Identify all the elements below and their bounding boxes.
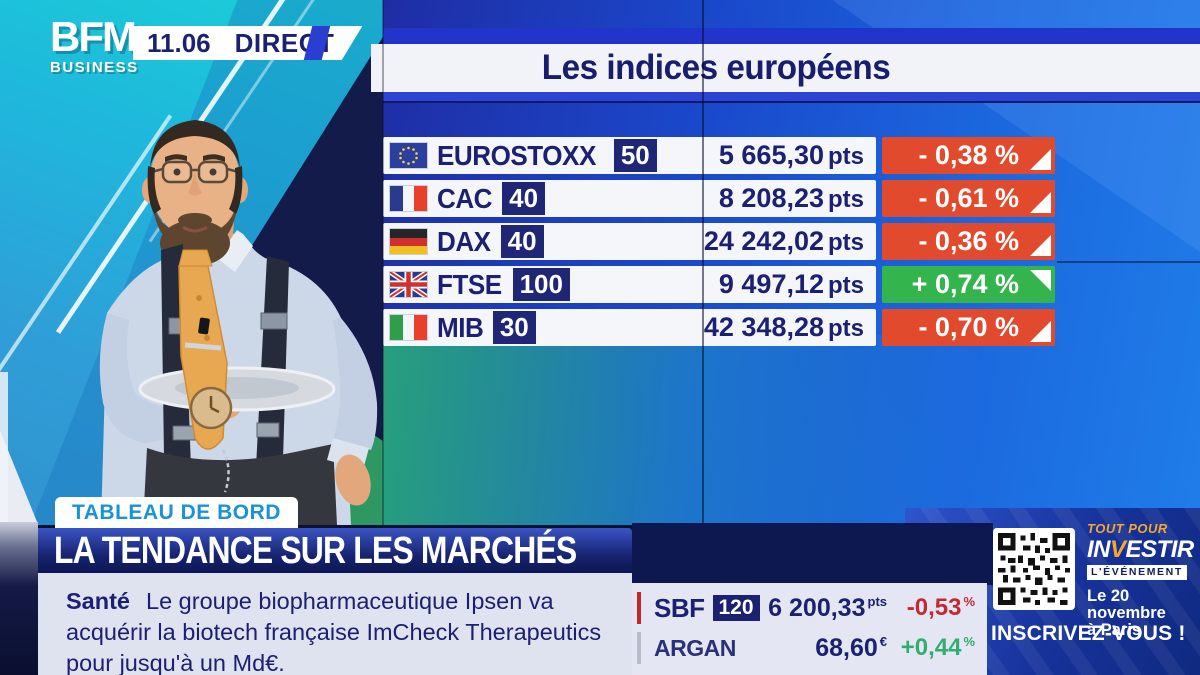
event-date: Le 20 novembre: [1087, 586, 1166, 623]
eu-flag-icon: [390, 143, 427, 168]
mini-quotes-panel: SBF 120 6 200,33 pts -0,53% ARGAN 68,60 € …: [632, 583, 987, 675]
index-change-badge: + 0,74 %: [882, 266, 1055, 303]
fr-flag-icon: [390, 186, 427, 211]
index-unit: pts: [828, 186, 864, 213]
qr-code: [993, 528, 1075, 610]
presenter: [95, 108, 405, 525]
index-row-eurostoxx: EUROSTOXX 50 5 665,30 pts - 0,38 %: [383, 137, 1055, 174]
quote-value: 68,60 €: [815, 633, 887, 662]
quote-change: +0,44%: [900, 634, 975, 661]
headline: LA TENDANCE SUR LES MARCHÉS: [54, 529, 577, 572]
trend-arrow-icon: [1030, 321, 1051, 342]
index-row-main: CAC 40 8 208,23 pts: [383, 180, 876, 217]
index-value: 8 208,23 pts: [718, 183, 864, 213]
index-number-badge: 30: [492, 311, 536, 344]
quote-accent-bar: [637, 592, 641, 624]
video-wall-teal-glow: [383, 335, 1200, 525]
channel-logo-text: BFM: [50, 13, 137, 60]
quote-change-unit: %: [963, 594, 975, 609]
lower-third-filler: [632, 523, 993, 585]
trend-arrow-icon: [1030, 235, 1051, 256]
studio-side-edge: [0, 372, 8, 525]
index-row-main: FTSE 100 9 497,12 pts: [383, 266, 876, 303]
quote-row-sbf: SBF 120 6 200,33 pts -0,53%: [632, 589, 987, 627]
event-brand-sub: L'ÉVÉNEMENT: [1087, 564, 1187, 580]
quote-unit: €: [879, 634, 887, 650]
index-name: DAX: [437, 225, 491, 257]
index-value: 24 242,02 pts: [703, 226, 864, 256]
index-name: MIB: [437, 311, 484, 343]
news-ticker: Santé Le groupe biopharmaceutique Ipsen v…: [38, 573, 632, 675]
ticker-category: Santé: [66, 588, 130, 614]
screen-bezel: [382, 0, 384, 525]
event-location: à Paris: [1087, 621, 1142, 640]
gb-flag-icon: [390, 272, 427, 297]
index-row-main: DAX 40 24 242,02 pts: [383, 223, 876, 260]
index-change-badge: - 0,38 %: [882, 137, 1055, 174]
trend-arrow-icon: [1030, 149, 1051, 170]
index-row-dax: DAX 40 24 242,02 pts - 0,36 %: [383, 223, 1055, 260]
title-top-bar: [383, 28, 1200, 44]
index-number-badge: 40: [500, 225, 544, 258]
kicker: TABLEAU DE BORD: [55, 497, 298, 528]
quote-number-badge: 120: [712, 595, 760, 621]
ticker-headline: Le groupe biopharmaceutique Ipsen va acq…: [66, 588, 602, 675]
index-number-badge: 50: [613, 139, 657, 172]
quote-accent-bar: [637, 632, 641, 664]
quote-value: 6 200,33 pts: [768, 593, 888, 622]
channel-logo-subtext: BUSINESS: [50, 59, 139, 76]
index-row-cac: CAC 40 8 208,23 pts - 0,61 %: [383, 180, 1055, 217]
index-name: CAC: [437, 182, 493, 214]
quote-change: -0,53%: [906, 594, 975, 621]
index-change: + 0,74 %: [911, 269, 1019, 299]
headline-banner: LA TENDANCE SUR LES MARCHÉS: [38, 528, 632, 574]
index-change-badge: - 0,36 %: [882, 223, 1055, 260]
index-change-badge: - 0,70 %: [882, 309, 1055, 346]
channel-logo: BFM BUSINESS: [50, 13, 139, 76]
index-change: - 0,38 %: [918, 140, 1019, 170]
index-value: 42 348,28 pts: [703, 312, 864, 342]
ticker-text: Santé Le groupe biopharmaceutique Ipsen v…: [38, 573, 632, 675]
event-brand-top: TOUT POUR: [1087, 521, 1168, 536]
screen-bezel: [1057, 261, 1200, 263]
quote-row-argan: ARGAN 68,60 € +0,44%: [632, 629, 987, 667]
event-brand: INVESTIR: [1087, 535, 1194, 563]
de-flag-icon: [390, 229, 427, 254]
index-unit: pts: [828, 143, 864, 170]
index-change-badge: - 0,61 %: [882, 180, 1055, 217]
event-brand-block: TOUT POUR INVESTIR L'ÉVÉNEMENT Le 20 nov…: [1087, 522, 1199, 640]
lower-left-column: [0, 522, 38, 675]
quote-change-unit: %: [963, 634, 975, 649]
index-unit: pts: [828, 229, 864, 256]
trend-arrow-icon: [1030, 192, 1051, 213]
clock: 11.06: [147, 27, 211, 58]
screen-bezel: [702, 0, 704, 525]
board-title: Les indices européens: [541, 48, 891, 87]
index-value: 9 497,12 pts: [718, 269, 864, 299]
event-cta: INSCRIVEZ-VOUS !: [991, 622, 1186, 645]
index-value: 5 665,30 pts: [718, 140, 864, 170]
quote-unit: pts: [867, 594, 888, 610]
index-row-ftse: FTSE 100 9 497,12 pts + 0,74 %: [383, 266, 1055, 303]
index-name: FTSE: [437, 268, 502, 300]
title-bottom-bar: [383, 92, 1200, 103]
index-name: EUROSTOXX: [437, 139, 596, 171]
quote-name: ARGAN: [654, 634, 736, 661]
board-title-strip: Les indices européens: [371, 44, 1200, 92]
index-unit: pts: [828, 315, 864, 342]
index-number-badge: 40: [502, 182, 546, 215]
index-number-badge: 100: [512, 268, 570, 301]
index-change: - 0,70 %: [918, 312, 1019, 342]
index-row-mib: MIB 30 42 348,28 pts - 0,70 %: [383, 309, 1055, 346]
quote-name: SBF: [654, 592, 705, 623]
it-flag-icon: [390, 315, 427, 340]
index-unit: pts: [828, 272, 864, 299]
index-row-main: MIB 30 42 348,28 pts: [383, 309, 876, 346]
index-change: - 0,36 %: [918, 226, 1019, 256]
index-change: - 0,61 %: [918, 183, 1019, 213]
trend-arrow-icon: [1030, 270, 1051, 291]
index-row-main: EUROSTOXX 50 5 665,30 pts: [383, 137, 876, 174]
kicker-label: TABLEAU DE BORD: [72, 500, 281, 524]
